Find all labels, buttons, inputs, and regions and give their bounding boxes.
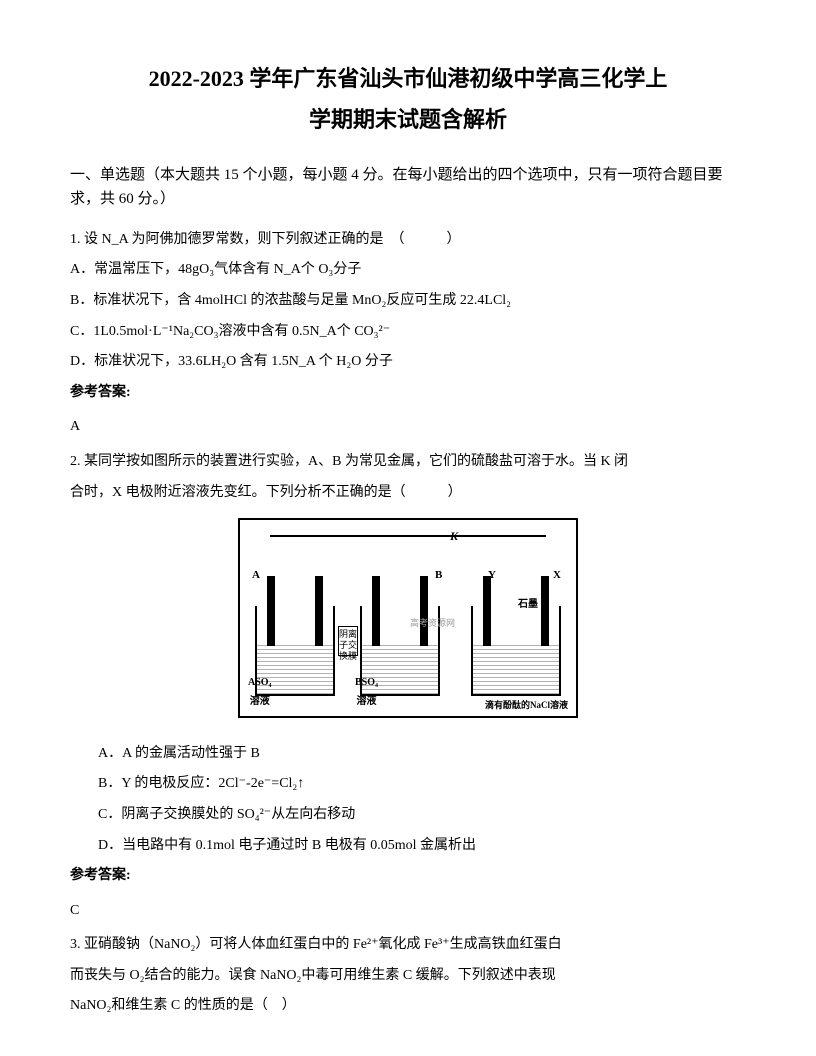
bso4-text: BSO₄ — [355, 677, 378, 688]
liquid-right — [473, 644, 559, 694]
aso4-text: ASO₄ — [248, 677, 272, 688]
question-3: 3. 亚硝酸钠（NaNO₂）可将人体血红蛋白中的 Fe²⁺氧化成 Fe³⁺生成高… — [70, 932, 746, 1020]
q3-text-2: 而丧失与 O₂结合的能力。误食 NaNO₂中毒可用维生素 C 缓解。下列叙述中表… — [70, 963, 746, 990]
q1-text: 1. 设 N_A 为阿佛加德罗常数，则下列叙述正确的是 （ ） — [70, 227, 746, 254]
label-shimo: 石墨 — [518, 595, 538, 614]
label-nacl: 滴有酚酞的NaCl溶液 — [485, 697, 568, 714]
q2-text-1: 2. 某同学按如图所示的装置进行实验，A、B 为常见金属，它们的硫酸盐可溶于水。… — [70, 449, 746, 476]
label-aso4: ASO₄ 溶液 — [248, 673, 272, 711]
q2-option-d: D．当电路中有 0.1mol 电子通过时 B 电极有 0.05mol 金属析出 — [98, 833, 746, 860]
q1-option-c: C．1L0.5mol·L⁻¹Na₂CO₃溶液中含有 0.5N_A个 CO₃²⁻ — [70, 319, 746, 346]
membrane: 阴离子交换膜 — [338, 626, 358, 656]
q1-answer: A — [70, 414, 746, 441]
circuit-diagram: K A B Y X 阴离子交换膜 A — [238, 518, 578, 718]
q3-text-1: 3. 亚硝酸钠（NaNO₂）可将人体血红蛋白中的 Fe²⁺氧化成 Fe³⁺生成高… — [70, 932, 746, 959]
q2-text-2: 合时，X 电极附近溶液先变红。下列分析不正确的是（ ） — [70, 480, 746, 507]
section-header: 一、单选题（本大题共 15 个小题，每小题 4 分。在每小题给出的四个选项中，只… — [70, 163, 746, 211]
electrode-b1 — [372, 576, 380, 646]
q1-answer-label: 参考答案: — [70, 380, 746, 407]
q2-option-b: B．Y 的电极反应：2Cl⁻-2e⁻=Cl₂↑ — [98, 771, 746, 798]
q2-answer: C — [70, 898, 746, 925]
electrode-b2 — [420, 576, 428, 646]
electrode-x — [541, 576, 549, 646]
q1-option-a: A．常温常压下，48gO₃气体含有 N_A个 O₃分子 — [70, 257, 746, 284]
watermark: 高考资源网 — [410, 615, 455, 632]
electrode-a2 — [315, 576, 323, 646]
beaker-right — [471, 606, 561, 696]
q2-options: A．A 的金属活动性强于 B B．Y 的电极反应：2Cl⁻-2e⁻=Cl₂↑ C… — [70, 741, 746, 859]
label-a: A — [252, 565, 260, 586]
electrode-y — [483, 576, 491, 646]
diagram-container: K A B Y X 阴离子交换膜 A — [70, 518, 746, 729]
bso4-sol: 溶液 — [357, 696, 377, 707]
aso4-sol: 溶液 — [250, 696, 270, 707]
label-x: X — [553, 565, 561, 586]
q2-answer-label: 参考答案: — [70, 863, 746, 890]
title-line1: 2022-2023 学年广东省汕头市仙港初级中学高三化学上 — [70, 60, 746, 97]
label-b: B — [435, 565, 442, 586]
label-bso4: BSO₄ 溶液 — [355, 673, 378, 711]
title-line2: 学期期末试题含解析 — [70, 101, 746, 138]
q1-options: A．常温常压下，48gO₃气体含有 N_A个 O₃分子 B．标准状况下，含 4m… — [70, 257, 746, 375]
question-1: 1. 设 N_A 为阿佛加德罗常数，则下列叙述正确的是 （ ） A．常温常压下，… — [70, 227, 746, 441]
electrode-a — [267, 576, 275, 646]
q1-option-d: D．标准状况下，33.6LH₂O 含有 1.5N_A 个 H₂O 分子 — [70, 349, 746, 376]
q2-option-c: C．阴离子交换膜处的 SO₄²⁻从左向右移动 — [98, 802, 746, 829]
switch-k-label: K — [450, 525, 458, 548]
question-2: 2. 某同学按如图所示的装置进行实验，A、B 为常见金属，它们的硫酸盐可溶于水。… — [70, 449, 746, 924]
q2-option-a: A．A 的金属活动性强于 B — [98, 741, 746, 768]
wire — [270, 535, 546, 537]
q1-option-b: B．标准状况下，含 4molHCl 的浓盐酸与足量 MnO₂反应可生成 22.4… — [70, 288, 746, 315]
q3-text-3: NaNO₂和维生素 C 的性质的是（ ） — [70, 993, 746, 1020]
